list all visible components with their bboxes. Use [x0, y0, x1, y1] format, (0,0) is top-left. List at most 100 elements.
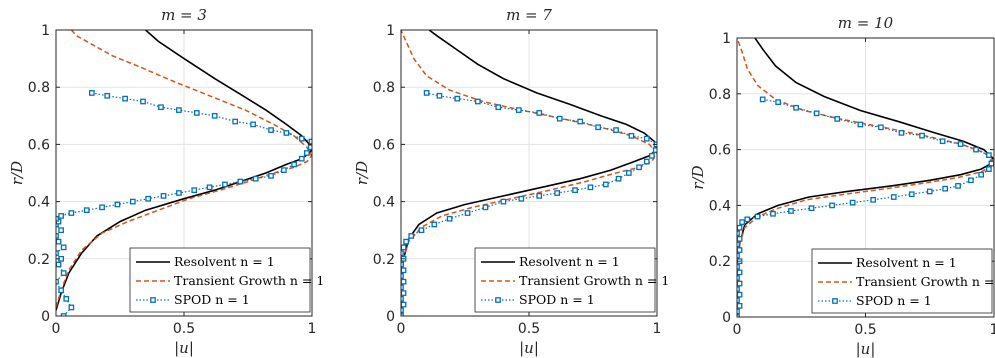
legend-marker [832, 298, 838, 304]
spod-marker [401, 261, 404, 268]
x-tick-label: 1 [308, 321, 317, 337]
spod-marker [401, 267, 407, 274]
spod-marker [56, 261, 62, 268]
spod-marker [56, 215, 59, 222]
spod-marker [834, 116, 841, 122]
y-tick-label: 0.4 [373, 195, 395, 211]
spod-marker [482, 204, 489, 211]
spod-marker [58, 213, 64, 219]
spod-marker [957, 141, 964, 147]
spod-marker [431, 221, 438, 228]
legend-label: Resolvent n = 1 [856, 255, 957, 270]
y-axis-label: r/D [8, 161, 26, 185]
spod-marker [252, 175, 259, 182]
spod-marker [68, 210, 75, 216]
spod-marker [454, 95, 461, 102]
spod-marker [625, 170, 632, 176]
spod-marker [613, 127, 619, 133]
spod-marker [403, 238, 409, 245]
spod-marker [829, 202, 835, 209]
spod-marker [464, 210, 471, 216]
legend-box [474, 247, 656, 313]
spod-marker [878, 124, 884, 131]
spod-marker [986, 152, 992, 159]
x-tick-label: 1 [653, 321, 662, 337]
spod-marker [307, 144, 312, 151]
y-tick-label: 0.2 [709, 254, 731, 270]
spod-marker [649, 152, 655, 159]
spod-marker [898, 130, 905, 136]
spod-marker [788, 208, 794, 214]
legend-box [129, 247, 311, 313]
spod-marker [770, 210, 776, 217]
spod-marker [968, 177, 974, 184]
spod-marker [56, 250, 59, 256]
spod-marker [988, 160, 994, 167]
chart-title: m = 7 [506, 6, 552, 24]
legend-label: SPOD n = 1 [856, 293, 932, 308]
spod-marker [939, 138, 946, 145]
spod-marker [129, 198, 136, 205]
spod-marker [145, 195, 152, 202]
spod-marker [978, 171, 985, 178]
spod-marker [908, 191, 915, 198]
spod-marker [737, 275, 740, 281]
spod-marker [423, 90, 430, 96]
spod-marker [60, 270, 67, 276]
spod-marker [973, 146, 979, 153]
chart-title: m = 3 [161, 6, 207, 24]
spod-marker [857, 121, 864, 128]
chart-panel-3: 0 0.5 1 0 0.2 0.4 0.6 0.8 1 m = 10 |u| r/D Resolvent… [689, 14, 995, 358]
spod-marker [58, 227, 64, 234]
spod-marker [222, 181, 228, 188]
legend-label: Transient Growth n = 1 [519, 273, 669, 288]
spod-marker [737, 241, 740, 248]
spod-marker [291, 161, 297, 168]
spod-marker [870, 196, 877, 203]
spod-marker [206, 184, 213, 191]
chart-title: m = 10 [838, 14, 894, 32]
spod-marker [56, 278, 59, 285]
spod-marker [577, 118, 584, 125]
y-tick-label: 0.2 [373, 252, 395, 268]
spod-marker [191, 187, 198, 194]
spod-marker [737, 297, 740, 304]
spod-marker [280, 167, 287, 173]
spod-marker [739, 219, 745, 225]
x-axis-label: |u| [174, 339, 194, 357]
spod-marker [99, 204, 105, 211]
legend-label: SPOD n = 1 [519, 292, 595, 307]
spod-marker [587, 184, 594, 191]
spod-marker [56, 233, 59, 239]
spod-marker [268, 173, 274, 179]
spod-marker [401, 250, 404, 256]
y-tick-label: 1 [41, 23, 50, 39]
spod-marker [572, 187, 578, 194]
spod-marker [652, 147, 657, 153]
legend-label: Transient Growth n = 1 [856, 274, 995, 289]
legend-marker [495, 297, 501, 303]
x-axis-label: |u| [856, 340, 876, 358]
spod-marker [602, 181, 609, 188]
legend: Resolvent n = 1 Transient Growth n = 1 SPO… [811, 248, 995, 314]
y-tick-label: 0.2 [28, 252, 50, 268]
spod-marker [636, 164, 642, 171]
spod-marker [595, 124, 601, 131]
x-tick-label: 1 [990, 322, 995, 338]
x-tick-label: 0.5 [854, 322, 876, 338]
spod-marker [401, 307, 404, 314]
spod-marker [737, 291, 743, 298]
spod-marker [250, 121, 256, 128]
spod-marker [737, 230, 740, 237]
spod-marker [737, 308, 740, 315]
spod-marker [536, 110, 543, 116]
y-tick-label: 0.6 [28, 137, 50, 153]
spod-marker [304, 150, 310, 156]
spod-marker [813, 110, 820, 117]
spod-marker [140, 98, 146, 105]
spod-marker [737, 269, 743, 276]
y-tick-label: 1 [722, 31, 731, 47]
y-tick-label: 0 [386, 309, 395, 325]
spod-marker [942, 185, 949, 192]
spod-marker [401, 244, 407, 251]
